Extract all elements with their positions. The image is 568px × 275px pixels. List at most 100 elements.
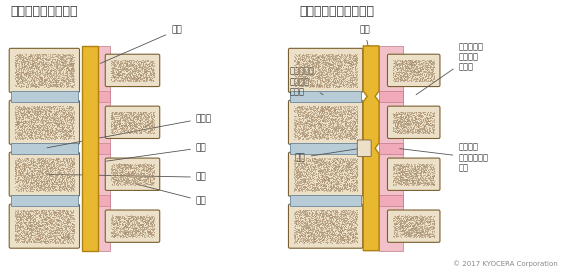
Point [129, 221, 138, 226]
Point [429, 229, 438, 233]
Point [413, 222, 422, 227]
Point [66, 231, 76, 235]
Point [57, 66, 66, 71]
Point [416, 110, 425, 114]
Point [24, 126, 34, 130]
Point [20, 128, 29, 133]
Point [17, 175, 26, 180]
Point [122, 179, 131, 184]
Point [130, 75, 139, 79]
Point [324, 221, 333, 225]
Point [335, 229, 344, 233]
Point [46, 235, 55, 239]
Point [66, 133, 75, 137]
Point [34, 59, 43, 64]
Point [395, 112, 404, 116]
Point [323, 162, 332, 166]
Point [69, 230, 78, 234]
Point [349, 158, 358, 162]
Point [427, 64, 436, 68]
Point [143, 123, 152, 128]
Point [133, 76, 143, 80]
Point [123, 116, 132, 121]
Point [339, 216, 348, 220]
Point [62, 175, 72, 179]
Point [35, 110, 44, 115]
Point [320, 221, 329, 226]
Point [319, 134, 328, 138]
Point [307, 234, 316, 238]
Point [301, 171, 310, 176]
Point [300, 125, 309, 130]
Point [428, 112, 437, 116]
Point [27, 64, 36, 68]
Point [55, 185, 64, 190]
Point [424, 123, 433, 128]
Point [332, 164, 341, 169]
Point [415, 67, 424, 72]
Point [12, 155, 22, 160]
Point [350, 129, 359, 133]
Point [14, 219, 23, 223]
Point [311, 219, 320, 224]
Point [18, 78, 27, 83]
Point [389, 71, 398, 75]
Point [62, 220, 71, 224]
Point [344, 220, 353, 224]
Point [133, 76, 143, 81]
Point [329, 57, 338, 62]
Point [57, 178, 66, 182]
Point [23, 116, 32, 120]
Point [295, 136, 304, 140]
Point [413, 224, 422, 229]
Point [395, 119, 404, 123]
Point [148, 121, 157, 126]
Point [52, 112, 61, 117]
Point [34, 174, 43, 178]
Point [22, 217, 31, 222]
Point [340, 209, 349, 213]
Point [291, 219, 300, 224]
Point [298, 65, 307, 70]
Point [55, 65, 64, 69]
Point [66, 105, 76, 109]
Point [16, 76, 25, 80]
Point [332, 116, 341, 120]
Point [122, 219, 131, 224]
Point [123, 116, 132, 121]
Point [45, 239, 55, 243]
Point [408, 73, 417, 78]
Point [148, 114, 157, 118]
Point [69, 218, 78, 223]
Point [405, 216, 414, 220]
Point [350, 70, 360, 74]
Point [121, 58, 130, 62]
Point [52, 77, 61, 81]
Point [315, 64, 324, 68]
Point [20, 55, 30, 59]
Point [131, 176, 140, 180]
Point [343, 177, 352, 182]
Point [296, 122, 306, 126]
Point [144, 164, 153, 168]
Point [145, 216, 154, 221]
Point [120, 234, 130, 238]
Point [336, 60, 345, 65]
Point [57, 208, 66, 213]
Point [68, 219, 77, 223]
Point [26, 209, 35, 214]
Point [110, 123, 119, 128]
Point [291, 135, 300, 139]
Point [292, 164, 301, 169]
Point [114, 213, 123, 218]
Point [149, 229, 158, 234]
Point [43, 214, 52, 219]
Point [66, 116, 75, 120]
Point [15, 184, 24, 188]
Point [299, 116, 308, 120]
Point [394, 225, 403, 229]
Point [410, 228, 419, 233]
Point [411, 63, 420, 67]
Point [18, 217, 27, 221]
Point [415, 110, 424, 114]
